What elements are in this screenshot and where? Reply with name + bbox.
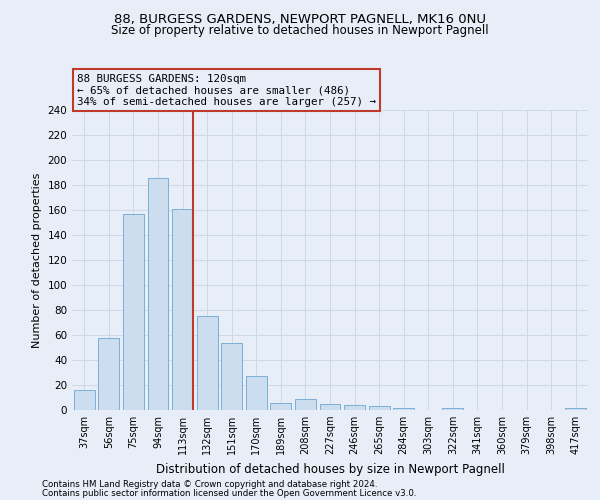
Bar — [123, 214, 144, 410]
Bar — [295, 399, 316, 410]
Bar — [271, 402, 292, 410]
Text: Contains public sector information licensed under the Open Government Licence v3: Contains public sector information licen… — [42, 488, 416, 498]
Bar — [320, 404, 340, 410]
Bar — [74, 390, 95, 410]
Bar — [344, 405, 365, 410]
Bar — [221, 342, 242, 410]
X-axis label: Distribution of detached houses by size in Newport Pagnell: Distribution of detached houses by size … — [155, 462, 505, 475]
Bar — [172, 209, 193, 410]
Bar — [98, 338, 119, 410]
Bar — [148, 178, 169, 410]
Bar — [442, 408, 463, 410]
Bar — [246, 376, 267, 410]
Bar — [393, 408, 414, 410]
Bar — [368, 406, 389, 410]
Y-axis label: Number of detached properties: Number of detached properties — [32, 172, 42, 348]
Text: 88, BURGESS GARDENS, NEWPORT PAGNELL, MK16 0NU: 88, BURGESS GARDENS, NEWPORT PAGNELL, MK… — [114, 12, 486, 26]
Bar — [197, 316, 218, 410]
Text: Size of property relative to detached houses in Newport Pagnell: Size of property relative to detached ho… — [111, 24, 489, 37]
Text: Contains HM Land Registry data © Crown copyright and database right 2024.: Contains HM Land Registry data © Crown c… — [42, 480, 377, 489]
Bar — [565, 408, 586, 410]
Text: 88 BURGESS GARDENS: 120sqm
← 65% of detached houses are smaller (486)
34% of sem: 88 BURGESS GARDENS: 120sqm ← 65% of deta… — [77, 74, 376, 107]
